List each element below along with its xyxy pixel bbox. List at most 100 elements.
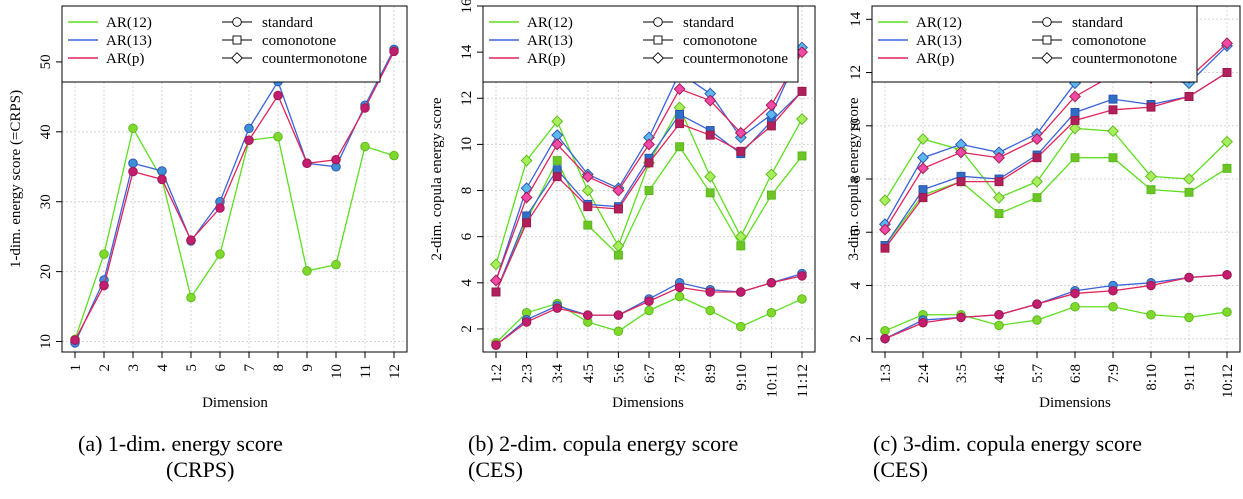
data-point [879,223,891,236]
data-point [331,259,341,270]
data-point [1032,193,1042,203]
x-tick-label: 6:8 [1068,364,1084,383]
data-point [880,333,890,344]
data-point [736,241,746,251]
data-point [644,296,654,307]
data-point [186,235,196,245]
data-point [766,121,776,131]
series-line-ar12-countermonotone [884,127,1228,201]
data-point [736,321,746,332]
data-point [797,294,807,304]
series-line-ar13-standard [884,274,1228,340]
legend-label: countermonotone [1072,51,1177,67]
data-point [993,191,1005,204]
data-point [1070,153,1080,163]
data-point [583,202,593,212]
legend-marker [1042,17,1052,27]
data-point [1146,280,1156,291]
data-point [766,278,777,288]
caption-c: (c) 3-dim. copula energy score (CES) [873,431,1193,483]
data-point [613,204,623,214]
data-point [705,287,715,297]
x-tick-label: 11 [358,364,374,378]
data-point [613,326,624,336]
y-tick-label: 2 [459,325,475,333]
data-point [360,103,370,113]
legend-label: AR(p) [527,51,565,67]
caption-c-line1: (c) 3-dim. copula energy score [873,431,1142,456]
legend-marker [653,35,663,45]
data-point [583,220,593,230]
y-tick-label: 12 [848,65,864,80]
data-point [994,177,1004,187]
data-point [766,190,776,200]
data-point [490,274,502,287]
legend-label: countermonotone [683,51,788,67]
data-point [491,287,501,297]
x-tick-label: 10:12 [1220,364,1236,398]
data-point [956,177,966,187]
data-point [1031,175,1043,188]
series-group [879,37,1233,344]
data-point [244,123,254,134]
x-tick-label: 7:9 [1106,364,1122,383]
series-line-ar12-standard [74,126,395,340]
x-tick-label: 7:8 [673,364,689,383]
legend-label: AR(12) [527,15,573,31]
data-point [1070,115,1080,125]
legend-marker [1041,52,1053,64]
data-point [644,305,654,316]
legend-marker [232,35,242,45]
data-point [1221,135,1233,148]
data-point [766,308,777,318]
x-tick-label: 5 [184,364,200,372]
legend-label: AR(12) [106,15,152,31]
y-tick-label: 6 [848,228,864,236]
data-point [734,230,747,243]
data-point [993,151,1005,164]
x-tick-label: 3:5 [954,364,970,383]
data-point [797,86,807,96]
legend-label: standard [1072,15,1123,31]
x-tick-label: 2:4 [916,364,932,384]
data-point [1070,288,1080,299]
y-tick-label: 8 [459,187,475,195]
x-tick-label: 11:12 [795,364,811,398]
legend-label: AR(13) [916,33,962,49]
data-point [955,146,967,159]
data-point [273,131,283,142]
data-point [490,258,502,271]
data-point [389,46,399,57]
data-point [917,162,929,175]
data-point [302,266,312,276]
data-point [1146,309,1156,320]
x-tick-label: 6:7 [642,364,658,384]
y-tick-label: 8 [848,175,864,183]
data-point [1070,108,1080,117]
data-point [331,155,341,165]
data-point [917,133,929,146]
data-point [551,138,564,151]
x-tick-label: 9:10 [734,364,750,391]
data-point [1032,315,1042,325]
data-point [956,312,966,323]
data-point [675,109,685,119]
y-tick-label: 10 [38,334,54,349]
y-tick-label: 50 [38,54,54,69]
data-point [522,218,532,228]
data-point [917,151,929,164]
data-point [705,305,715,316]
data-point [797,271,807,281]
x-tick-label: 5:7 [1030,364,1046,384]
x-tick-label: 8 [271,364,287,372]
data-point [128,123,138,134]
data-point [389,150,399,161]
data-point [99,249,109,259]
x-tick-label: 4:5 [581,364,597,383]
chart-panel-3: 2 4 6 8 10 12 14 1:3 2:4 3:5 4:6 5:7 6:8 7:9 8:10 9:11 1… [846,5,1241,411]
data-point [1221,37,1233,50]
data-point [360,141,370,152]
y-tick-label: 16 [459,0,475,14]
